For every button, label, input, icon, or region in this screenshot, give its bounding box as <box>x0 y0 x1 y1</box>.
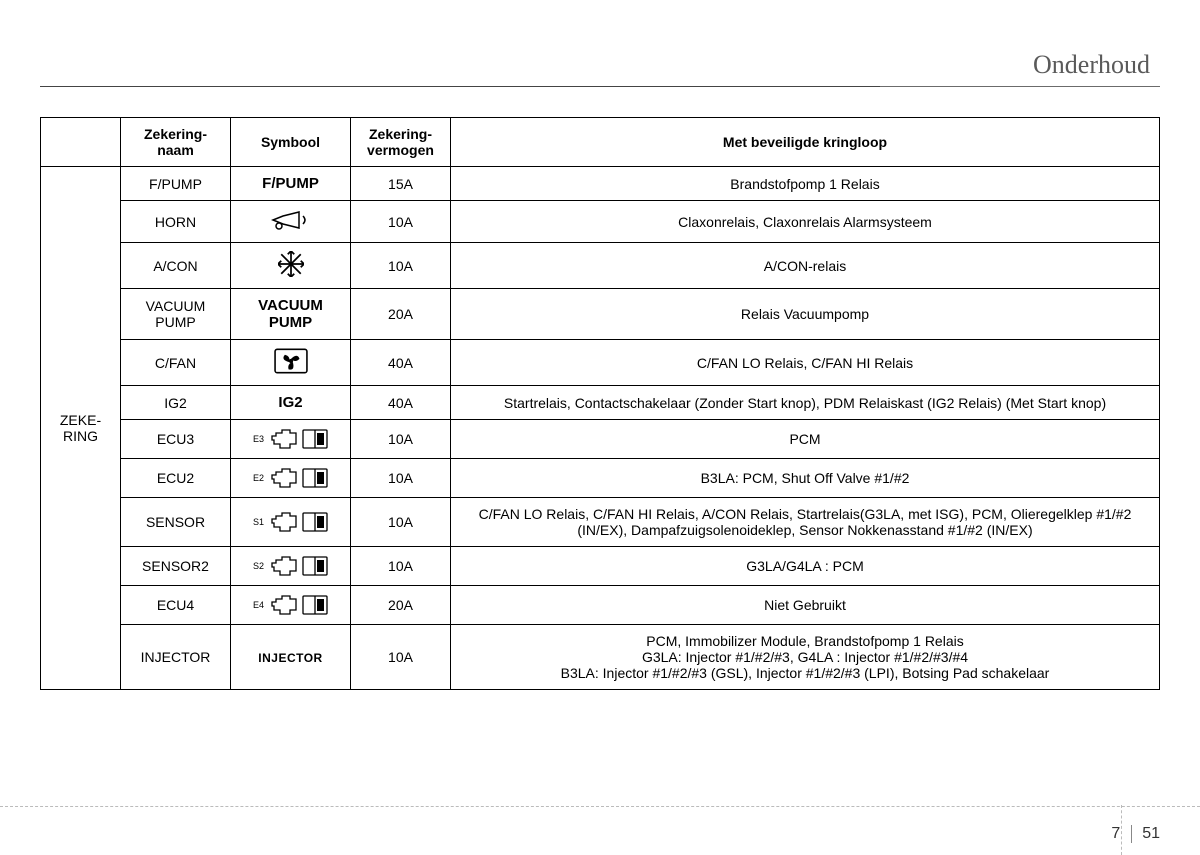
col-side-blank <box>41 118 121 167</box>
footer-separator <box>1131 825 1132 843</box>
cell-description: B3LA: PCM, Shut Off Valve #1/#2 <box>451 459 1160 498</box>
ecu-icon: S2 <box>253 555 328 577</box>
cell-name: ECU4 <box>121 586 231 625</box>
cell-rating: 40A <box>351 386 451 420</box>
cell-description: G3LA/G4LA : PCM <box>451 547 1160 586</box>
cell-symbol: F/PUMP <box>231 167 351 201</box>
cell-symbol: S2 <box>231 547 351 586</box>
cell-rating: 10A <box>351 201 451 243</box>
cell-description: Relais Vacuumpomp <box>451 289 1160 340</box>
cell-name: C/FAN <box>121 340 231 386</box>
page-dash-rule <box>0 806 1200 807</box>
cell-rating: 40A <box>351 340 451 386</box>
symbol-text: F/PUMP <box>262 175 319 192</box>
cell-name: IG2 <box>121 386 231 420</box>
table-row: ZEKE-RINGF/PUMPF/PUMP15ABrandstofpomp 1 … <box>41 167 1160 201</box>
table-row: HORN 10AClaxonrelais, Claxonrelais Alarms… <box>41 201 1160 243</box>
cell-description: C/FAN LO Relais, C/FAN HI Relais <box>451 340 1160 386</box>
cell-description: PCM <box>451 420 1160 459</box>
table-row: SENSOR2 S2 10AG3LA/G4LA : PCM <box>41 547 1160 586</box>
cell-symbol: E2 <box>231 459 351 498</box>
snowflake-icon <box>278 251 304 277</box>
fuse-table: Zekering-naam Symbool Zekering-vermogen … <box>40 117 1160 690</box>
col-name: Zekering-naam <box>121 118 231 167</box>
table-row: ECU3 E3 10APCM <box>41 420 1160 459</box>
cell-symbol: IG2 <box>231 386 351 420</box>
cell-symbol: E4 <box>231 586 351 625</box>
col-symbol: Symbool <box>231 118 351 167</box>
page-footer: 7 51 <box>1111 825 1160 843</box>
cell-description: PCM, Immobilizer Module, Brandstofpomp 1… <box>451 625 1160 690</box>
cell-rating: 20A <box>351 586 451 625</box>
cell-name: HORN <box>121 201 231 243</box>
cell-name: SENSOR2 <box>121 547 231 586</box>
table-row: IG2 IG2 40AStartrelais, Contactschakelaar … <box>41 386 1160 420</box>
symbol-sup: E4 <box>253 600 264 610</box>
symbol-text: VACUUMPUMP <box>258 297 323 331</box>
symbol-text: INJECTOR <box>258 651 322 665</box>
cell-description: Brandstofpomp 1 Relais <box>451 167 1160 201</box>
side-label: ZEKE-RING <box>41 167 121 690</box>
table-row: C/FAN 40AC/FAN LO Relais, C/FAN HI Relais <box>41 340 1160 386</box>
cell-description: Startrelais, Contactschakelaar (Zonder S… <box>451 386 1160 420</box>
cell-rating: 10A <box>351 459 451 498</box>
cell-symbol: S1 <box>231 498 351 547</box>
ecu-icon: S1 <box>253 511 328 533</box>
table-header-row: Zekering-naam Symbool Zekering-vermogen … <box>41 118 1160 167</box>
cell-rating: 10A <box>351 547 451 586</box>
cell-description: A/CON-relais <box>451 243 1160 289</box>
cell-symbol: VACUUMPUMP <box>231 289 351 340</box>
cell-name: VACUUM PUMP <box>121 289 231 340</box>
symbol-sup: E2 <box>253 473 264 483</box>
chapter-number: 7 <box>1111 825 1120 842</box>
table-row: SENSOR S1 10AC/FAN LO Relais, C/FAN HI Rel… <box>41 498 1160 547</box>
section-title: Onderhoud <box>40 50 1160 80</box>
cell-symbol <box>231 243 351 289</box>
cell-symbol <box>231 340 351 386</box>
table-row: ECU4 E4 20ANiet Gebruikt <box>41 586 1160 625</box>
cell-rating: 10A <box>351 498 451 547</box>
cell-name: ECU3 <box>121 420 231 459</box>
cell-name: A/CON <box>121 243 231 289</box>
symbol-sup: S2 <box>253 561 264 571</box>
table-row: INJECTOR INJECTOR 10APCM, Immobilizer Modu… <box>41 625 1160 690</box>
cell-symbol: E3 <box>231 420 351 459</box>
manual-page: Onderhoud Zekering-naam Symbool Zekering… <box>0 0 1200 855</box>
cell-name: ECU2 <box>121 459 231 498</box>
ecu-icon: E2 <box>253 467 328 489</box>
cell-rating: 10A <box>351 420 451 459</box>
symbol-sup: S1 <box>253 517 264 527</box>
col-desc: Met beveiligde kringloop <box>451 118 1160 167</box>
cell-symbol: INJECTOR <box>231 625 351 690</box>
cell-rating: 10A <box>351 243 451 289</box>
cell-rating: 15A <box>351 167 451 201</box>
horn-icon <box>271 209 311 231</box>
cell-name: F/PUMP <box>121 167 231 201</box>
cell-description: C/FAN LO Relais, C/FAN HI Relais, A/CON … <box>451 498 1160 547</box>
table-row: ECU2 E2 10AB3LA: PCM, Shut Off Valve #1/#2 <box>41 459 1160 498</box>
symbol-sup: E3 <box>253 434 264 444</box>
symbol-text: IG2 <box>278 394 302 411</box>
col-rating: Zekering-vermogen <box>351 118 451 167</box>
ecu-icon: E3 <box>253 428 328 450</box>
title-rule <box>40 86 1160 87</box>
cell-name: INJECTOR <box>121 625 231 690</box>
cell-rating: 20A <box>351 289 451 340</box>
table-row: VACUUM PUMP VACUUMPUMP 20ARelais Vacuumpom… <box>41 289 1160 340</box>
fan-box-icon <box>274 348 308 374</box>
cell-symbol <box>231 201 351 243</box>
cell-description: Niet Gebruikt <box>451 586 1160 625</box>
cell-name: SENSOR <box>121 498 231 547</box>
page-number: 51 <box>1142 825 1160 842</box>
table-row: A/CON 10AA/CON-relais <box>41 243 1160 289</box>
ecu-icon: E4 <box>253 594 328 616</box>
cell-description: Claxonrelais, Claxonrelais Alarmsysteem <box>451 201 1160 243</box>
cell-rating: 10A <box>351 625 451 690</box>
